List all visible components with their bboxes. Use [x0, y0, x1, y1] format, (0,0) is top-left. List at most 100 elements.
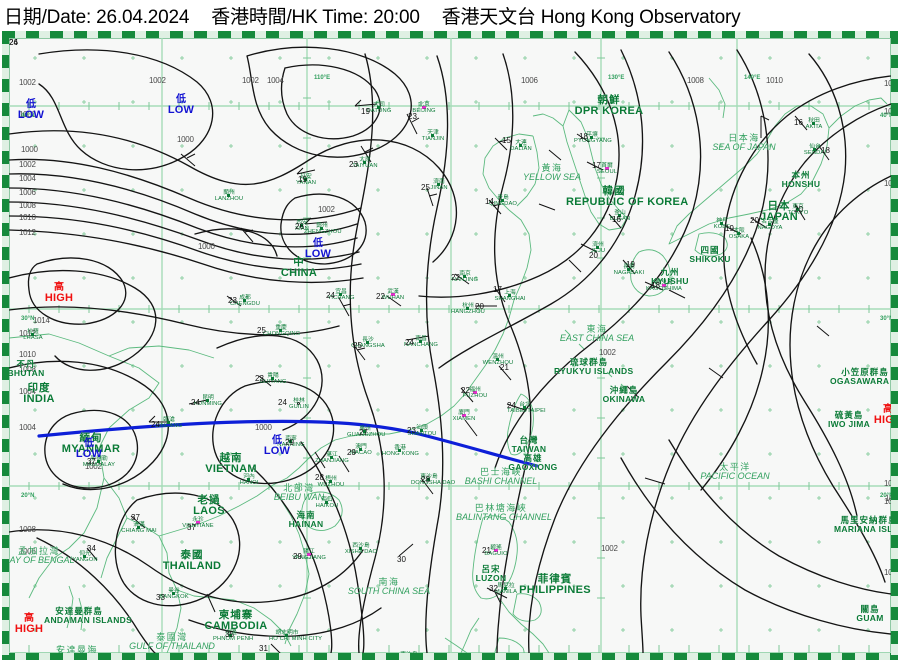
sea-label: 泰國灣 GULF OF THAILAND	[129, 632, 215, 651]
station-temperature: 18	[821, 146, 830, 155]
station-marker	[463, 275, 466, 278]
station-label: 首爾 SEOUL	[596, 163, 618, 175]
graticule-label: 140°E	[744, 75, 761, 81]
station-label: 鄭州 ZHENGZHOU	[304, 223, 342, 235]
isobar-label: 1014	[884, 479, 891, 488]
station-marker	[431, 134, 434, 137]
station-label: 濟南 JINAN	[430, 179, 448, 191]
station-label: 海口 HAIKOU	[315, 497, 339, 509]
station-temperature: 21	[482, 546, 491, 555]
station-temperature: 23	[408, 112, 417, 121]
station-temperature: 16	[612, 215, 621, 224]
isobar-label: 1012	[19, 329, 36, 338]
sea-label: 太平洋 PACIFIC OCEAN	[700, 462, 770, 481]
country-label: 呂宋 LUZON	[475, 564, 507, 583]
station-marker	[279, 329, 282, 332]
station-marker	[462, 414, 466, 417]
station-marker	[97, 460, 100, 463]
station-label: 梧州 WUZHOU	[317, 476, 345, 488]
country-label: 印度 INDIA	[23, 382, 55, 405]
country-label: 柬埔寨 CAMBODIA	[204, 609, 268, 632]
station-temperature: 37	[187, 523, 196, 532]
station-temperature: 26	[295, 222, 304, 231]
station-marker	[137, 526, 140, 529]
station-marker	[325, 501, 328, 504]
station-label: 神戶 KOBE	[713, 218, 731, 230]
graticule-layer	[9, 38, 891, 653]
station-label: 台北 TAIBEI/TAIPEI	[507, 402, 546, 414]
station-marker	[501, 199, 504, 202]
station-label: 大同 DATONG	[366, 102, 392, 114]
isobar-label: 1006	[521, 76, 538, 85]
station-temperature: 22	[461, 386, 470, 395]
station-label: 碧瑤 BAGUIO	[484, 545, 508, 557]
station-temperature: 24	[151, 420, 160, 429]
station-temperature: 29	[285, 438, 294, 447]
country-label: 沖繩島 OKINAWA	[602, 385, 646, 404]
station-temperature: 23	[228, 296, 237, 305]
station-marker	[320, 227, 323, 230]
station-marker	[494, 549, 498, 552]
station-temperature: 20	[589, 251, 598, 260]
station-temperature: 17	[592, 161, 601, 170]
pressure-centre-low: 低 LOW	[263, 435, 291, 457]
station-label: 香港 HONG KONG	[382, 445, 419, 457]
isobar-label: 1002	[318, 205, 335, 214]
station-temperature: 24	[405, 338, 414, 347]
isobar-label: 1008	[687, 76, 704, 85]
sea-label: 巴林塘海峽 BALINTANG CHANNEL	[456, 503, 552, 522]
isobar-label: 1002	[242, 76, 259, 85]
station-label: 東京 TOKYO	[787, 204, 809, 216]
station-temperature: 21	[500, 363, 509, 372]
station-temperature: 19	[725, 224, 734, 233]
station-label: 貴陽 GUIYANG	[259, 373, 287, 385]
station-label: 東沙島 DONGSHA DAO	[411, 474, 456, 486]
station-temperature: 29	[347, 448, 356, 457]
station-temperature: 16	[794, 118, 803, 127]
isobar-label: 1010	[19, 350, 36, 359]
station-label: 北京 BEIJING	[412, 102, 436, 114]
isobar-label: 1010	[766, 76, 783, 85]
station-marker	[363, 430, 366, 433]
station-marker	[359, 448, 362, 451]
isobar-label: 1008	[19, 365, 36, 374]
station-marker	[172, 592, 175, 595]
station-temperature: 24	[326, 291, 335, 300]
station-label: 青島 QINGDAO	[488, 195, 518, 207]
station-label: 秋田 AKITA	[805, 118, 823, 130]
station-temperature: 20	[475, 302, 484, 311]
station-marker	[618, 214, 621, 217]
station-marker	[519, 144, 522, 147]
station-marker	[420, 429, 423, 432]
station-label: 廈門 XIAMEN	[452, 410, 476, 422]
isobar-label: 1008	[19, 201, 36, 210]
country-label: 安達曼群島 ANDAMAN ISLANDS	[44, 606, 133, 625]
station-marker	[304, 178, 307, 181]
station-temperature: 29	[293, 552, 302, 561]
station-marker	[508, 294, 511, 297]
map-plot-area[interactable]: 1002 1000 1000 1002 1004 1006 1008 1010 1012 1002…	[9, 38, 891, 653]
station-marker	[737, 232, 740, 235]
station-temperature: 37	[131, 513, 140, 522]
pressure-centre-low: 低 LOW	[17, 99, 45, 121]
country-label: 韓國 REPUBLIC OF KOREA	[566, 185, 689, 208]
station-label: 太原 TAIYUAN	[352, 157, 378, 169]
surface-analysis-map[interactable]: 1002 1000 1000 1002 1004 1006 1008 1010 1012 1002…	[2, 31, 898, 660]
sea-label: 孟加拉灣 BAY OF BENGAL	[9, 546, 75, 565]
country-label: 朝鮮 DPR KOREA	[574, 94, 644, 117]
isobar-label: 1000	[255, 423, 272, 432]
chart-header: 日期/Date: 26.04.2024 香港時間/HK Time: 20:00 …	[0, 0, 900, 30]
station-label: 名古屋 NAGOYA	[757, 219, 783, 231]
station-temperature: 20	[794, 205, 803, 214]
header-issuer: 香港天文台 Hong Kong Observatory	[441, 6, 741, 28]
station-label: 臨滄 LINCANG	[155, 417, 183, 429]
station-marker	[227, 194, 230, 197]
station-label: 胡志明市 HO CHI MINH CITY	[269, 630, 323, 642]
station-label: 蘭州 LANZHOU	[214, 190, 244, 202]
sea-label: 南海 SOUTH CHINA SEA	[347, 577, 431, 596]
isobar-label: 1000	[19, 110, 36, 119]
country-label: 不丹 BHUTAN	[9, 359, 45, 378]
sea-label: 北部灣 BEIBU WAN	[273, 483, 325, 502]
